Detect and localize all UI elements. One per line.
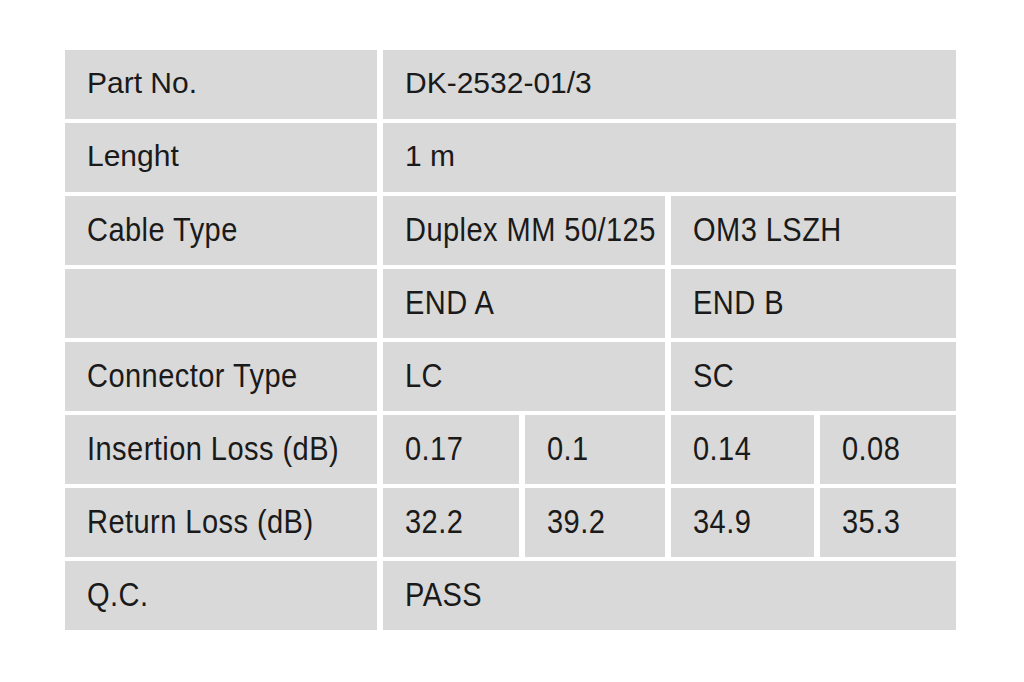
part-no-label: Part No.: [87, 68, 197, 101]
qc-value: PASS: [405, 578, 482, 614]
row-label-qc: Q.C.: [65, 561, 377, 630]
insertion-loss-a2: 0.1: [547, 432, 589, 468]
connector-type-label: Connector Type: [87, 359, 298, 395]
end-a-header: END A: [405, 286, 494, 322]
row-label-insertion-loss: Insertion Loss (dB): [65, 415, 377, 484]
cable-type-label: Cable Type: [87, 213, 238, 249]
insertion-loss-b1: 0.14: [693, 432, 751, 468]
row-label-return-loss: Return Loss (dB): [65, 488, 377, 557]
row-label-empty: [65, 269, 377, 338]
cell-end-b-header: END B: [671, 269, 956, 338]
return-loss-a1: 32.2: [405, 505, 463, 541]
row-label-connector-type: Connector Type: [65, 342, 377, 411]
qc-test-report-table: Part No. DK-2532-01/3 Lenght 1 m Cable T…: [65, 50, 956, 630]
length-label: Lenght: [87, 141, 179, 174]
return-loss-b2: 35.3: [842, 505, 900, 541]
cell-return-loss-a2: 39.2: [525, 488, 665, 557]
cell-cable-type-b: OM3 LSZH: [671, 196, 956, 265]
return-loss-a2: 39.2: [547, 505, 605, 541]
end-b-header: END B: [693, 286, 784, 322]
cell-insertion-loss-a2: 0.1: [525, 415, 665, 484]
cell-end-a-header: END A: [383, 269, 665, 338]
row-label-length: Lenght: [65, 123, 377, 192]
return-loss-label: Return Loss (dB): [87, 505, 314, 541]
row-label-part-no: Part No.: [65, 50, 377, 119]
insertion-loss-a1: 0.17: [405, 432, 463, 468]
cable-type-value-b: OM3 LSZH: [693, 213, 842, 249]
cell-cable-type-a: Duplex MM 50/125: [383, 196, 665, 265]
return-loss-b1: 34.9: [693, 505, 751, 541]
cell-insertion-loss-b2: 0.08: [820, 415, 956, 484]
cell-return-loss-a1: 32.2: [383, 488, 519, 557]
cell-connector-b: SC: [671, 342, 956, 411]
insertion-loss-label: Insertion Loss (dB): [87, 432, 339, 468]
cell-insertion-loss-a1: 0.17: [383, 415, 519, 484]
row-label-cable-type: Cable Type: [65, 196, 377, 265]
cell-connector-a: LC: [383, 342, 665, 411]
part-no-value: DK-2532-01/3: [405, 68, 592, 101]
connector-value-b: SC: [693, 359, 734, 395]
cable-type-value-a: Duplex MM 50/125: [405, 213, 656, 249]
connector-value-a: LC: [405, 359, 443, 395]
cell-return-loss-b2: 35.3: [820, 488, 956, 557]
qc-label: Q.C.: [87, 578, 148, 614]
cell-length-value: 1 m: [383, 123, 956, 192]
cell-insertion-loss-b1: 0.14: [671, 415, 814, 484]
length-value: 1 m: [405, 141, 455, 174]
cell-qc-value: PASS: [383, 561, 956, 630]
cell-return-loss-b1: 34.9: [671, 488, 814, 557]
insertion-loss-b2: 0.08: [842, 432, 900, 468]
cell-part-no-value: DK-2532-01/3: [383, 50, 956, 119]
